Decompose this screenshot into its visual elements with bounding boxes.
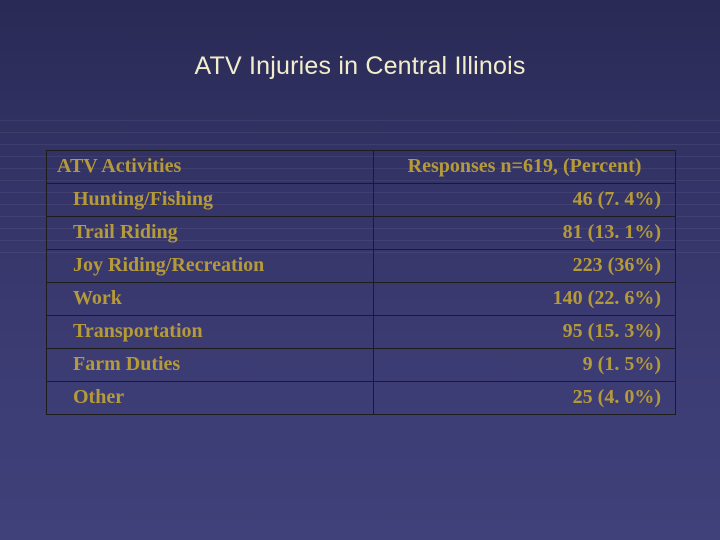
cell-response: 46 (7. 4%)	[374, 184, 676, 217]
cell-response: 9 (1. 5%)	[374, 349, 676, 382]
table-header-activities: ATV Activities	[47, 151, 374, 184]
cell-activity: Joy Riding/Recreation	[47, 250, 374, 283]
slide-title: ATV Injuries in Central Illinois	[0, 52, 720, 81]
cell-activity: Trail Riding	[47, 217, 374, 250]
cell-response: 223 (36%)	[374, 250, 676, 283]
slide: ATV Injuries in Central Illinois ATV Act…	[0, 0, 720, 540]
cell-activity: Hunting/Fishing	[47, 184, 374, 217]
data-table-wrapper: ATV Activities Responses n=619, (Percent…	[46, 150, 676, 415]
cell-response: 95 (15. 3%)	[374, 316, 676, 349]
cell-activity: Other	[47, 382, 374, 415]
table-row: Transportation 95 (15. 3%)	[47, 316, 676, 349]
cell-response: 25 (4. 0%)	[374, 382, 676, 415]
data-table: ATV Activities Responses n=619, (Percent…	[46, 150, 676, 415]
cell-activity: Transportation	[47, 316, 374, 349]
table-header-responses: Responses n=619, (Percent)	[374, 151, 676, 184]
cell-activity: Farm Duties	[47, 349, 374, 382]
table-row: Other 25 (4. 0%)	[47, 382, 676, 415]
table-row: Trail Riding 81 (13. 1%)	[47, 217, 676, 250]
table-header-row: ATV Activities Responses n=619, (Percent…	[47, 151, 676, 184]
cell-activity: Work	[47, 283, 374, 316]
table-row: Farm Duties 9 (1. 5%)	[47, 349, 676, 382]
table-row: Hunting/Fishing 46 (7. 4%)	[47, 184, 676, 217]
table-row: Work 140 (22. 6%)	[47, 283, 676, 316]
cell-response: 140 (22. 6%)	[374, 283, 676, 316]
cell-response: 81 (13. 1%)	[374, 217, 676, 250]
table-row: Joy Riding/Recreation 223 (36%)	[47, 250, 676, 283]
